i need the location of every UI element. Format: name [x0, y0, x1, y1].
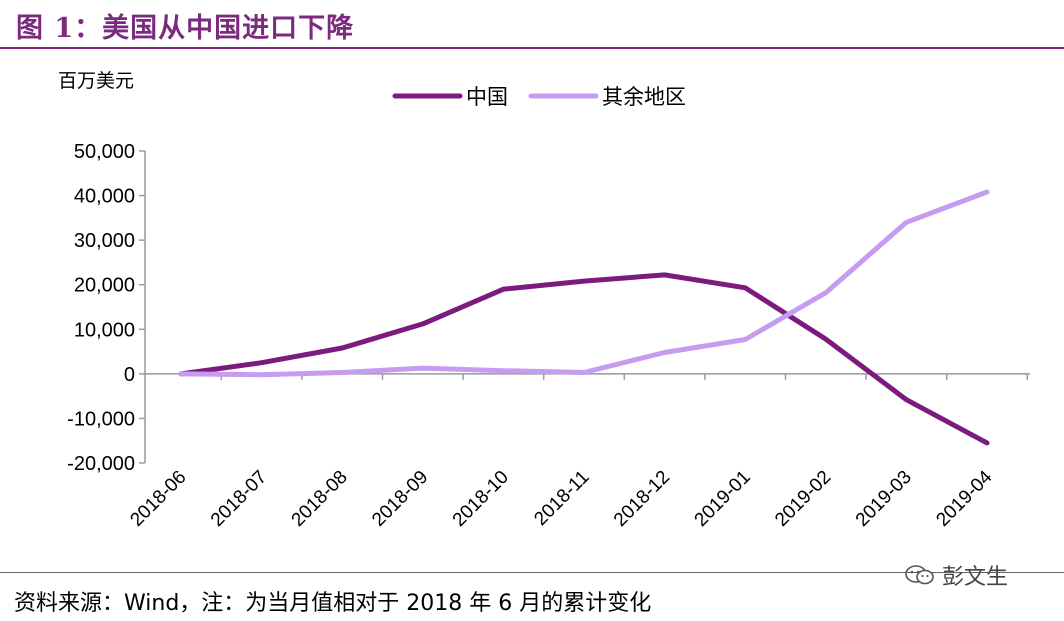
legend-label: 中国: [466, 86, 508, 109]
x-tick-label: 2018-06: [126, 467, 190, 531]
y-tick-label: 50,000: [74, 141, 135, 163]
y-tick-label: 10,000: [74, 319, 135, 341]
series-line-rest: [178, 189, 990, 378]
series-line-china: [178, 272, 990, 446]
x-tick-label: 2019-02: [771, 467, 835, 531]
legend-label: 其余地区: [602, 86, 686, 109]
y-tick-label: 20,000: [74, 275, 135, 297]
figure-title: 图 1：美国从中国进口下降: [16, 13, 355, 44]
x-tick-label: 2019-03: [852, 467, 916, 531]
x-tick-label: 2018-11: [530, 467, 593, 530]
watermark-text: 彭文生: [942, 565, 1009, 590]
watermark: 彭文生: [904, 559, 1008, 591]
x-tick-label: 2018-09: [368, 467, 432, 531]
x-tick-label: 2018-07: [207, 467, 271, 531]
y-tick-label: 40,000: [74, 186, 135, 208]
chart: 百万美元 -20,000 -10,000 0 10,000 20,000 30,000 40,…: [58, 70, 1030, 531]
wechat-icon: [905, 565, 934, 585]
y-tick-label: -10,000: [67, 408, 135, 430]
x-tick-label: 2018-12: [610, 467, 674, 531]
x-tick-label: 2019-04: [932, 466, 996, 530]
x-tick-label: 2019-01: [691, 467, 755, 531]
y-axis-label: 百万美元: [58, 70, 134, 92]
y-tick-label: 30,000: [74, 230, 135, 252]
y-tick-label: -20,000: [67, 453, 135, 475]
x-tick-label: 2018-10: [449, 467, 513, 531]
source-note: 资料来源：Wind，注：为当月值相对于 2018 年 6 月的累计变化: [14, 591, 652, 616]
y-tick-label: 0: [124, 364, 135, 386]
footer-divider: [0, 572, 1064, 573]
title-divider: [0, 47, 1064, 49]
x-tick-label: 2018-08: [288, 467, 352, 531]
